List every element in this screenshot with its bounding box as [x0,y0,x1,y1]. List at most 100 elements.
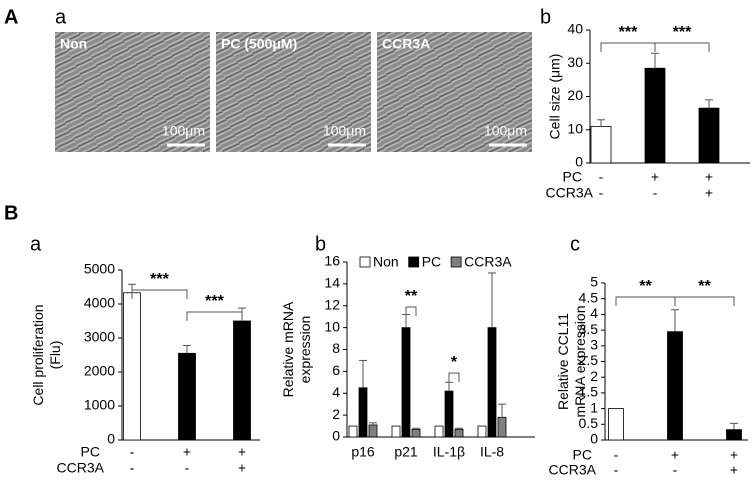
condition-label: PC [563,169,582,185]
y-tick-label: 3.5 [579,321,599,337]
significance-label: ** [698,278,711,295]
y-axis-label: mRNA expression [572,305,588,417]
significance-bracket [600,42,656,52]
y-tick-label: 0.5 [579,415,599,431]
error-bar [183,344,191,354]
condition-sign: + [238,444,246,460]
significance-label: ** [405,288,418,305]
error-bar [359,359,367,388]
y-tick-label: 2.5 [579,352,599,368]
bar [644,67,666,164]
y-tick-label: 3000 [84,329,115,345]
y-tick-label: 2 [332,406,340,422]
condition-sign: - [614,447,619,463]
bar [348,425,358,438]
y-tick-label: 12 [324,296,340,312]
y-tick-label: 2000 [84,363,115,379]
legend-label: CCR3A [464,254,512,270]
y-axis-label: Relative mRNA [280,301,296,397]
legend-label: Non [373,254,399,270]
condition-sign: - [599,185,604,201]
error-bar [402,314,410,328]
y-tick-label: 0 [590,431,598,447]
condition-label: PC [81,444,100,460]
y-tick-label: 20 [567,87,583,103]
image-label: CCR3A [382,36,430,52]
x-tick-label: p21 [394,444,418,460]
condition-sign: - [185,460,190,476]
significance-label: *** [619,24,638,41]
bar [487,327,497,438]
condition-sign: + [651,169,659,185]
significance-bracket [674,296,735,306]
condition-sign: + [730,447,738,463]
bar [434,425,444,438]
micrograph [216,32,371,152]
y-tick-label: 14 [324,275,340,291]
error-bar [651,52,659,69]
error-bar [369,422,377,425]
scale-label: 100μm [323,123,366,139]
y-tick-label: 16 [324,253,340,269]
condition-sign: + [238,460,246,476]
error-bar [488,272,496,328]
bar [444,390,454,438]
bar [477,425,487,438]
condition-sign: - [673,462,678,478]
error-bar [730,422,738,430]
condition-label: CCR3A [549,462,597,478]
condition-sign: + [705,185,713,201]
bar [123,292,141,441]
bar [411,428,421,438]
y-axis-label: Cell proliferation [30,304,46,405]
condition-sign: - [130,444,135,460]
condition-sign: - [614,462,619,478]
scale-label: 100μm [484,123,527,139]
bar [497,416,507,438]
significance-label: *** [205,293,224,310]
y-tick-label: 30 [567,54,583,70]
y-tick-label: 1000 [84,397,115,413]
legend-swatch [408,256,420,268]
y-tick-label: 10 [324,318,340,334]
bar [608,408,624,441]
bar [726,429,742,441]
micrograph [55,32,210,152]
significance-label: * [451,354,458,371]
y-tick-label: 4.5 [579,289,599,305]
y-tick-label: 4000 [84,295,115,311]
micrograph [377,32,532,152]
panel-label: c [570,233,580,255]
error-bar [705,99,713,109]
bar [391,425,401,438]
legend-swatch [359,256,371,268]
y-axis-label: expression [297,316,313,384]
bar [698,107,720,164]
y-tick-label: 1.5 [579,384,599,400]
y-axis-label: Cell size (μm) [547,54,563,140]
image-label: PC (500μM) [221,36,297,52]
y-tick-label: 4 [590,305,598,321]
y-axis-label: (Flu) [47,341,63,370]
y-tick-label: 0 [107,431,115,447]
error-bar [412,427,420,430]
y-tick-label: 6 [332,362,340,378]
y-tick-label: 0 [332,428,340,444]
legend-label: PC [422,254,441,270]
panel-label: b [315,233,326,255]
significance-label: *** [673,24,692,41]
significance-label: *** [150,271,169,288]
condition-sign: + [671,447,679,463]
error-bar [671,309,679,332]
bar [178,352,196,441]
panel-label: a [55,6,67,28]
error-bar [455,427,463,430]
image-label: Non [60,36,87,52]
significance-bracket [615,296,676,306]
condition-sign: - [130,460,135,476]
legend-swatch [450,256,462,268]
y-tick-label: 40 [567,21,583,37]
y-tick-label: 3 [590,337,598,353]
condition-label: PC [573,447,592,463]
